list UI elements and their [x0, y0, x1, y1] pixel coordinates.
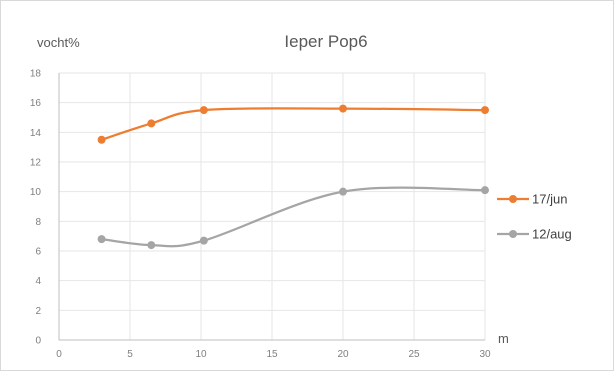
legend-label: 12/aug — [532, 227, 572, 242]
data-point — [199, 236, 208, 245]
x-tick-label: 15 — [266, 349, 278, 360]
x-tick-label: 5 — [127, 349, 133, 360]
x-tick-label: 20 — [337, 349, 349, 360]
legend-label: 17/jun — [532, 192, 567, 207]
x-tick-label: 25 — [408, 349, 420, 360]
y-tick-label: 2 — [35, 306, 41, 317]
legend-marker — [509, 195, 517, 203]
data-point — [339, 104, 347, 113]
chart-title: Ieper Pop6 — [284, 32, 367, 51]
data-point — [481, 106, 489, 115]
y-tick-label: 12 — [30, 158, 42, 169]
data-point — [97, 135, 106, 144]
gridlines — [59, 72, 486, 340]
x-tick-label: 0 — [56, 349, 62, 360]
legend-marker — [509, 230, 517, 238]
series-12-aug — [97, 186, 489, 250]
series-17-jun — [97, 104, 489, 144]
data-point — [339, 187, 347, 196]
y-tick-label: 10 — [30, 187, 42, 198]
y-tick-label: 0 — [35, 336, 41, 347]
x-tick-label: 10 — [195, 349, 207, 360]
y-tick-label: 16 — [30, 98, 42, 109]
axes: 0 2 4 6 8 10 12 14 16 18 0 5 10 15 20 25 30 — [30, 69, 491, 361]
x-tick-label: 30 — [479, 349, 491, 360]
data-point — [97, 235, 106, 244]
x-axis-title: m — [498, 331, 509, 346]
legend-entry: 12/aug — [497, 227, 572, 242]
y-axis-title: vocht% — [37, 35, 80, 50]
y-tick-label: 4 — [35, 276, 41, 287]
y-tick-label: 8 — [35, 217, 41, 228]
series-line — [100, 186, 487, 248]
legend: 17/jun 12/aug — [497, 192, 572, 242]
data-point — [147, 119, 156, 128]
data-point — [481, 186, 489, 195]
series-layer — [97, 104, 489, 250]
y-tick-label: 14 — [30, 128, 42, 139]
y-tick-label: 6 — [35, 247, 41, 258]
series-line — [100, 107, 487, 141]
data-point — [147, 241, 156, 250]
data-point — [199, 106, 208, 115]
y-tick-label: 18 — [30, 69, 42, 80]
legend-entry: 17/jun — [497, 192, 567, 207]
